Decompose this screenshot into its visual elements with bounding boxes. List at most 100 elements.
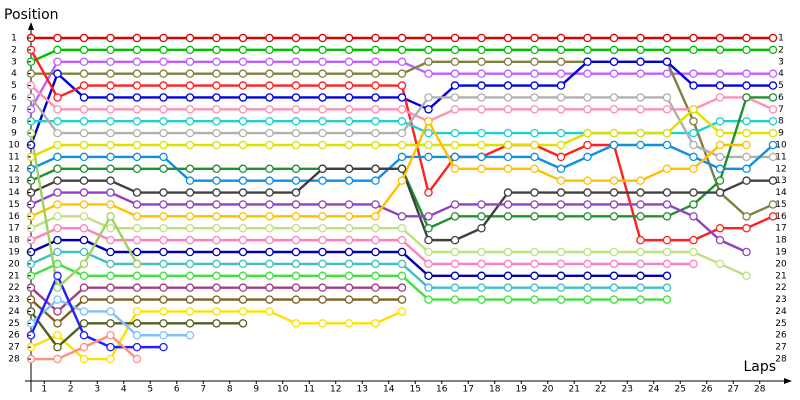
lap-point xyxy=(662,45,672,55)
x-tick-label: 15 xyxy=(410,385,421,395)
lap-point xyxy=(265,45,274,55)
lap-point xyxy=(662,212,672,221)
lap-point xyxy=(53,33,62,43)
lap-point xyxy=(318,223,327,233)
lap-point xyxy=(159,188,168,197)
lap-point xyxy=(185,69,195,78)
lap-point xyxy=(530,247,539,257)
lap-point xyxy=(212,81,221,90)
lap-point xyxy=(689,116,698,126)
lap-point xyxy=(371,319,380,328)
lap-point xyxy=(106,342,115,352)
y-tick-label: 17 xyxy=(8,224,19,234)
y-tick-label: 2 xyxy=(11,45,17,55)
lap-point xyxy=(424,152,433,162)
lap-point xyxy=(742,93,751,102)
lap-point xyxy=(344,81,354,90)
lap-point xyxy=(185,57,195,67)
lap-point xyxy=(132,140,142,150)
lap-point xyxy=(159,164,168,174)
lap-point xyxy=(185,259,195,269)
lap-point xyxy=(689,152,698,162)
lap-point xyxy=(106,176,115,185)
lap-point xyxy=(689,259,698,269)
lap-point xyxy=(636,271,645,281)
lap-point xyxy=(344,105,354,114)
lap-point xyxy=(556,271,566,281)
lap-point xyxy=(344,200,354,209)
lap-point xyxy=(609,33,619,43)
lap-point xyxy=(450,152,460,162)
lap-point xyxy=(636,259,645,269)
lap-point xyxy=(768,176,778,185)
lap-point xyxy=(450,271,460,281)
lap-point xyxy=(318,45,327,55)
y-tick-label-right: 11 xyxy=(775,152,786,162)
x-tick-label: 26 xyxy=(701,385,713,395)
lap-point xyxy=(344,283,354,292)
lap-point xyxy=(662,188,672,197)
lap-point xyxy=(159,93,168,102)
lap-point xyxy=(106,188,115,197)
lap-point xyxy=(159,319,168,328)
lap-point xyxy=(318,81,327,90)
lap-point xyxy=(212,93,221,102)
lap-point xyxy=(132,128,142,138)
lap-point xyxy=(344,45,354,55)
lap-point xyxy=(450,81,460,90)
lap-point xyxy=(477,69,486,78)
lap-point xyxy=(344,212,354,221)
lap-point xyxy=(424,57,433,67)
y-tick-label-right: 18 xyxy=(775,236,787,246)
lap-point xyxy=(318,140,327,150)
lap-point xyxy=(79,188,89,197)
y-tick-label-right: 5 xyxy=(778,81,784,91)
lap-point xyxy=(450,247,460,257)
lap-point xyxy=(397,140,407,150)
lap-point xyxy=(742,152,751,162)
lap-point xyxy=(212,164,221,174)
lap-point xyxy=(159,33,168,43)
lap-point xyxy=(159,57,168,67)
points xyxy=(26,33,778,364)
lap-point xyxy=(424,33,433,43)
lap-point xyxy=(212,116,221,126)
lap-point xyxy=(159,307,168,316)
lap-point xyxy=(132,33,142,43)
lap-point xyxy=(689,200,698,209)
lap-point xyxy=(371,283,380,292)
lap-point xyxy=(371,247,380,257)
lap-point xyxy=(397,212,407,221)
lap-point xyxy=(79,128,89,138)
y-tick-label: 10 xyxy=(8,141,20,151)
lap-point xyxy=(450,164,460,174)
x-tick-label: 20 xyxy=(542,385,554,395)
lap-point xyxy=(291,69,301,78)
y-tick-label: 3 xyxy=(11,57,17,67)
lap-point xyxy=(106,330,115,340)
lap-point xyxy=(79,235,89,245)
lap-point xyxy=(185,235,195,245)
lap-point xyxy=(450,128,460,138)
lap-point xyxy=(185,176,195,185)
lap-point xyxy=(53,69,62,78)
lap-point xyxy=(79,176,89,185)
lap-point xyxy=(768,152,778,162)
lap-point xyxy=(636,295,645,304)
x-tick-label: 12 xyxy=(330,385,341,395)
lap-point xyxy=(477,128,486,138)
lap-point xyxy=(132,69,142,78)
lap-point xyxy=(609,188,619,197)
y-tick-label: 26 xyxy=(8,331,20,341)
lap-point xyxy=(662,283,672,292)
lap-point xyxy=(159,271,168,281)
lap-point xyxy=(397,247,407,257)
lap-point xyxy=(344,247,354,257)
lap-point xyxy=(689,45,698,55)
lap-point xyxy=(583,33,592,43)
lap-point xyxy=(689,212,698,221)
lap-point xyxy=(132,295,142,304)
y-tick-label-right: 14 xyxy=(775,188,787,198)
lap-point xyxy=(212,33,221,43)
lap-point xyxy=(477,271,486,281)
